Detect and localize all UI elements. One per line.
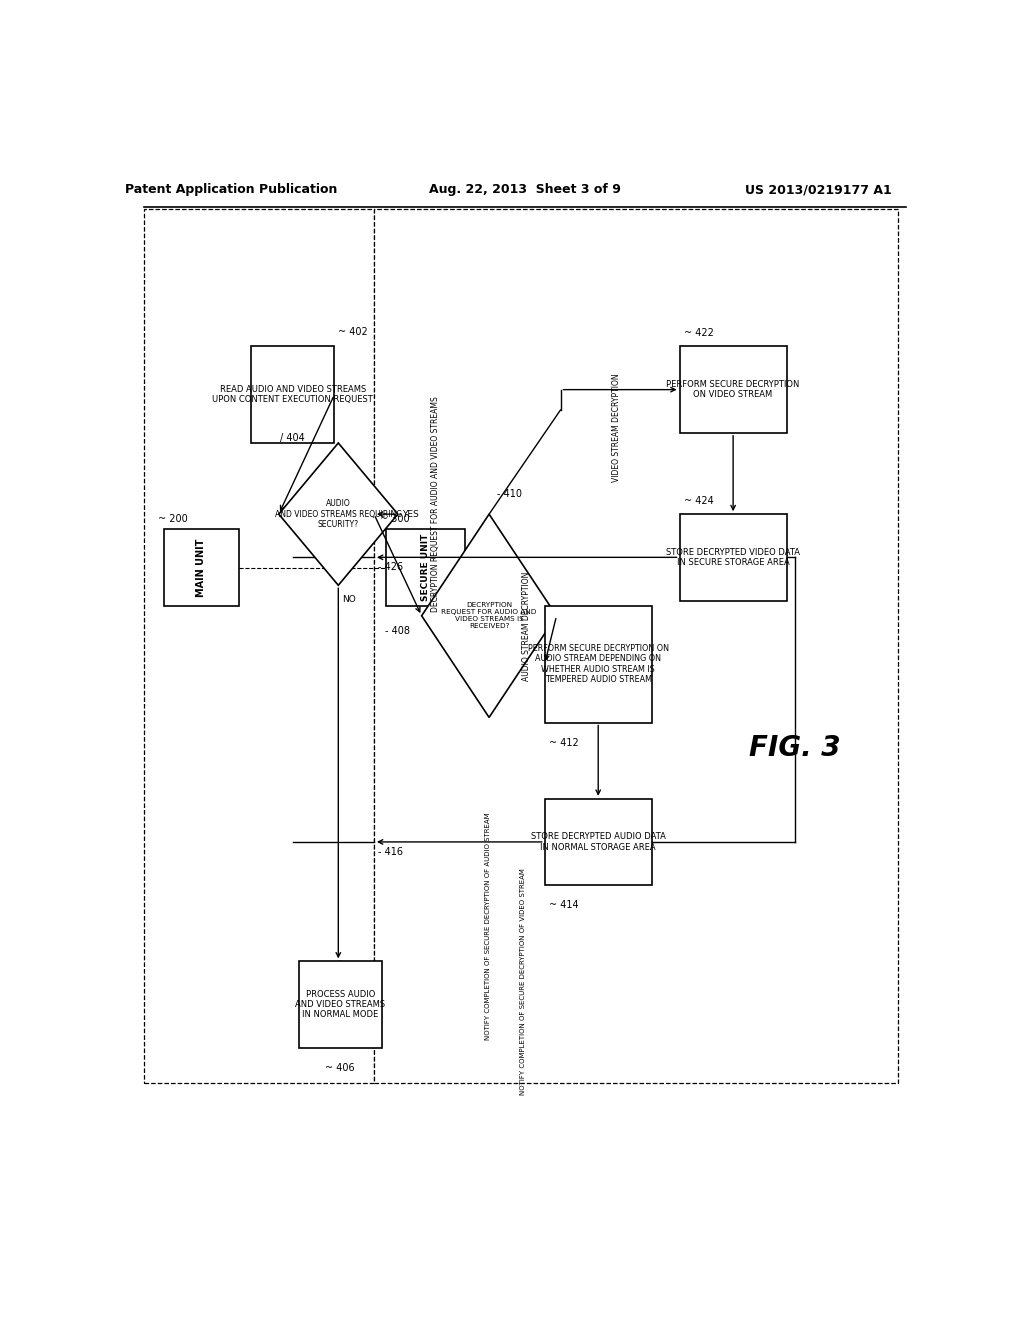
FancyBboxPatch shape	[143, 210, 374, 1084]
Text: AUDIO
AND VIDEO STREAMS REQUIRING
SECURITY?: AUDIO AND VIDEO STREAMS REQUIRING SECURI…	[274, 499, 401, 529]
Text: Patent Application Publication: Patent Application Publication	[125, 183, 337, 197]
Polygon shape	[422, 515, 557, 718]
Text: DECRYPTION REQUEST FOR AUDIO AND VIDEO STREAMS: DECRYPTION REQUEST FOR AUDIO AND VIDEO S…	[431, 396, 440, 612]
FancyBboxPatch shape	[545, 799, 652, 886]
Text: YES: YES	[401, 510, 419, 519]
Text: ~ 200: ~ 200	[158, 515, 188, 524]
Text: US 2013/0219177 A1: US 2013/0219177 A1	[745, 183, 892, 197]
Text: NOTIFY COMPLETION OF SECURE DECRYPTION OF AUDIO STREAM: NOTIFY COMPLETION OF SECURE DECRYPTION O…	[484, 812, 490, 1040]
Text: FIG. 3: FIG. 3	[749, 734, 841, 762]
FancyBboxPatch shape	[251, 346, 334, 444]
Text: PERFORM SECURE DECRYPTION ON
AUDIO STREAM DEPENDING ON
WHETHER AUDIO STREAM IS
T: PERFORM SECURE DECRYPTION ON AUDIO STREA…	[527, 644, 669, 684]
Text: - 410: - 410	[497, 488, 522, 499]
Text: Aug. 22, 2013  Sheet 3 of 9: Aug. 22, 2013 Sheet 3 of 9	[429, 183, 621, 197]
FancyBboxPatch shape	[386, 529, 465, 606]
Text: ~ 424: ~ 424	[684, 496, 714, 506]
Text: READ AUDIO AND VIDEO STREAMS
UPON CONTENT EXECUTION REQUEST: READ AUDIO AND VIDEO STREAMS UPON CONTEN…	[212, 385, 373, 404]
FancyBboxPatch shape	[680, 346, 786, 433]
FancyBboxPatch shape	[680, 515, 786, 601]
Text: - 416: - 416	[378, 847, 403, 857]
Text: NOTIFY COMPLETION OF SECURE DECRYPTION OF VIDEO STREAM: NOTIFY COMPLETION OF SECURE DECRYPTION O…	[520, 869, 526, 1096]
Text: PROCESS AUDIO
AND VIDEO STREAMS
IN NORMAL MODE: PROCESS AUDIO AND VIDEO STREAMS IN NORMA…	[295, 990, 385, 1019]
Text: ~ 406: ~ 406	[326, 1063, 355, 1073]
Text: VIDEO STREAM DECRYPTION: VIDEO STREAM DECRYPTION	[611, 374, 621, 482]
Text: ~ 412: ~ 412	[549, 738, 579, 747]
Text: AUDIO STREAM DECRYPTION: AUDIO STREAM DECRYPTION	[522, 572, 530, 681]
Text: MAIN UNIT: MAIN UNIT	[197, 539, 207, 597]
Text: DECRYPTION
REQUEST FOR AUDIO AND
VIDEO STREAMS IS
RECEIVED?: DECRYPTION REQUEST FOR AUDIO AND VIDEO S…	[441, 602, 537, 630]
Text: PERFORM SECURE DECRYPTION
ON VIDEO STREAM: PERFORM SECURE DECRYPTION ON VIDEO STREA…	[667, 380, 800, 400]
Text: STORE DECRYPTED VIDEO DATA
IN SECURE STORAGE AREA: STORE DECRYPTED VIDEO DATA IN SECURE STO…	[667, 548, 800, 568]
Text: - 408: - 408	[385, 626, 410, 636]
Text: SECURE UNIT: SECURE UNIT	[421, 533, 430, 601]
Text: ~ 300: ~ 300	[380, 515, 410, 524]
FancyBboxPatch shape	[299, 961, 382, 1048]
Text: ~ 402: ~ 402	[338, 327, 368, 338]
Polygon shape	[279, 444, 397, 585]
Text: STORE DECRYPTED AUDIO DATA
IN NORMAL STORAGE AREA: STORE DECRYPTED AUDIO DATA IN NORMAL STO…	[530, 832, 666, 851]
Text: NO: NO	[342, 595, 356, 605]
FancyBboxPatch shape	[164, 529, 240, 606]
Text: / 404: / 404	[281, 433, 305, 444]
Text: ~ 422: ~ 422	[684, 329, 714, 338]
Text: ~ 414: ~ 414	[549, 900, 579, 911]
Text: - 426: - 426	[378, 562, 403, 573]
FancyBboxPatch shape	[545, 606, 652, 722]
FancyBboxPatch shape	[374, 210, 898, 1084]
